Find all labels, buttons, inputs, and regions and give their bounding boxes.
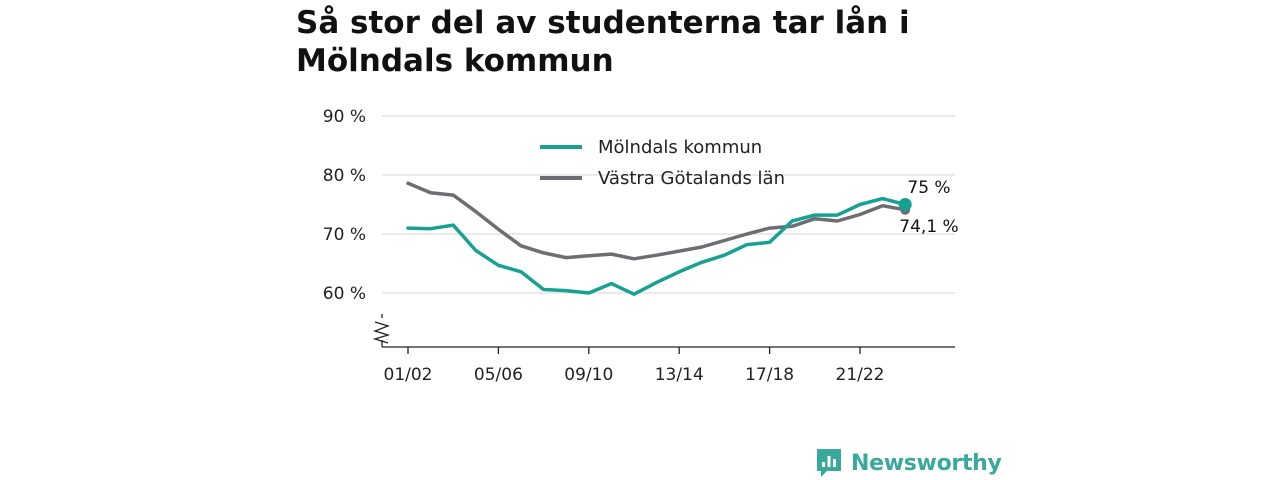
- end-label-vastra-gotaland: 74,1 %: [899, 217, 958, 237]
- line-chart: 90 % 80 % 70 % 60 % 01/02 05/06 09/10 13/14 17/1…: [323, 107, 959, 385]
- series-line-molndal: [406, 196, 907, 296]
- x-tick-label: 09/10: [564, 365, 613, 385]
- brand-name: Newsworthy: [851, 450, 1002, 476]
- brand-logo: Newsworthy: [815, 446, 1002, 480]
- x-tick-label: 13/14: [655, 365, 704, 385]
- series-line-vastra-gotaland: [406, 181, 907, 261]
- end-label-molndal: 75 %: [907, 178, 950, 198]
- axis-break-zigzag: [372, 321, 391, 344]
- end-marker-molndal: [898, 198, 912, 211]
- y-tick-label: 70 %: [323, 225, 366, 245]
- y-tick-label: 90 %: [323, 107, 366, 127]
- x-tick-label: 01/02: [384, 365, 433, 385]
- legend-label: Västra Götalands län: [598, 168, 785, 189]
- x-tick-label: 05/06: [474, 365, 523, 385]
- y-tick-label: 80 %: [323, 166, 366, 186]
- x-tick-label: 21/22: [836, 365, 885, 385]
- y-tick-label: 60 %: [323, 284, 366, 304]
- legend-label: Mölndals kommun: [598, 137, 762, 158]
- x-tick-label: 17/18: [745, 365, 794, 385]
- newsworthy-logo-icon: [817, 449, 841, 477]
- chart-title: Så stor del av studenterna tar lån i Möl…: [296, 5, 910, 79]
